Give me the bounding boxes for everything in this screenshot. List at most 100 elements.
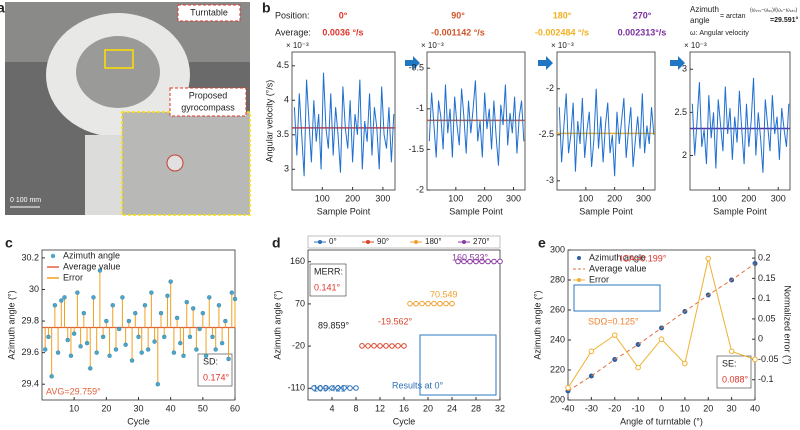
y-tick-label: 30.2: [21, 252, 39, 262]
y2-tick-label: 0: [758, 334, 763, 344]
point: [635, 364, 641, 371]
y-tick-label: -0.5: [408, 63, 424, 73]
formula: = arctan: [720, 13, 746, 20]
point: [479, 258, 485, 265]
point: [226, 356, 231, 362]
legend-label: 270°: [473, 237, 490, 246]
point: [197, 326, 202, 332]
y-tick-label: 220: [550, 364, 565, 374]
y-tick-label: 3.5: [276, 129, 289, 139]
point: [187, 334, 193, 340]
point: [467, 258, 473, 265]
point: [365, 343, 371, 349]
point: [139, 350, 144, 355]
point: [104, 318, 109, 324]
x-tick-label: -10: [632, 403, 645, 413]
point: [232, 296, 238, 302]
annotation: 0.141°: [314, 282, 341, 292]
point: [168, 279, 173, 284]
average-label: -0.001142 °/s: [431, 27, 485, 37]
point: [497, 258, 503, 265]
point: [419, 300, 425, 307]
series-line: [428, 80, 525, 166]
x-tick-label: 10: [69, 403, 79, 413]
annotation: SE:: [722, 358, 737, 368]
x-tick-label: 0: [659, 403, 664, 413]
point: [84, 340, 90, 346]
axis-multiplier: × 10⁻³: [421, 41, 444, 50]
x-tick-label: 12: [375, 403, 385, 413]
point: [107, 353, 112, 358]
legend-label: Average value: [63, 261, 120, 271]
point: [565, 385, 571, 391]
x-tick-label: 200: [607, 193, 622, 203]
arrow: [670, 56, 685, 70]
annotation: 160.533°: [452, 252, 489, 262]
annotation-box: [197, 353, 233, 387]
axis-multiplier: × 10⁻³: [684, 41, 707, 50]
point: [75, 290, 80, 295]
point: [65, 337, 70, 343]
series-line: [293, 72, 395, 177]
point: [359, 343, 365, 349]
point: [152, 339, 157, 344]
inset-photo: [121, 111, 251, 216]
y-tick-label: -20: [292, 340, 305, 350]
chart: 10 20 30 40 50 60 29.4 29.6 29.8 30 30.2 Cycle Azimu…: [5, 235, 240, 427]
x-tick-label: 300: [375, 193, 390, 203]
x-tick-label: 30: [727, 403, 737, 413]
legend-label: 180°: [425, 237, 442, 246]
y-tick-label: 260: [550, 304, 565, 314]
y2-axis-label: Normalized error (°): [783, 285, 793, 364]
point: [52, 303, 58, 308]
x-axis-label: Sample Point: [317, 206, 371, 216]
point: [437, 300, 443, 307]
point: [229, 290, 234, 295]
highlight: [104, 49, 134, 69]
y-tick-label: 160: [290, 256, 305, 266]
x-tick-label: 24: [447, 403, 457, 413]
point: [323, 385, 329, 391]
point: [473, 258, 479, 265]
panel-label: b: [262, 0, 271, 16]
point: [317, 385, 323, 391]
x-tick-label: 200: [345, 193, 360, 203]
x-tick-label: 300: [636, 193, 651, 203]
point: [658, 336, 665, 342]
point: [311, 385, 317, 391]
x-tick-label: 200: [741, 193, 756, 203]
x-tick-label: 4: [329, 403, 334, 413]
y2-tick-label: 0.2: [758, 252, 771, 262]
formula: (ω₂₇₀−ω₉₀)/(ω₀−ω₁₈₀): [750, 7, 798, 13]
photo: Turntable Proposed gyrocompass 0 100 mm …: [0, 0, 251, 216]
point: [133, 310, 138, 316]
point: [194, 347, 199, 352]
plot-frame: [291, 51, 396, 191]
panel-label: a: [0, 0, 5, 16]
average-label: -0.002484 °/s: [535, 27, 589, 37]
x-tick-label: 200: [477, 193, 492, 203]
legend-box: [307, 235, 501, 249]
x-tick-label: -30: [585, 403, 598, 413]
point: [184, 299, 189, 305]
turntable-inner: [76, 36, 160, 108]
chart: 4 8 12 16 20 24 28 32 -110 -20 70 160 Cycle Azimuth a…: [272, 235, 505, 427]
y2-tick-label: 0.05: [758, 313, 776, 323]
axis-multiplier: × 10⁻³: [551, 41, 574, 50]
x-tick-label: -40: [561, 403, 574, 413]
y2-tick-label: 0.15: [758, 273, 776, 283]
y2-tick-label: -0.1: [758, 374, 774, 384]
y-tick-label: 2: [682, 150, 687, 160]
gyrocompass: [166, 154, 184, 172]
x-tick-label: 20: [101, 403, 111, 413]
x-tick-label: 50: [198, 403, 208, 413]
x-tick-label: 100: [712, 193, 727, 203]
panel-label: d: [272, 235, 281, 251]
point: [181, 353, 186, 358]
legend-label: 0°: [329, 237, 337, 246]
point: [449, 300, 455, 307]
annotation: Results at 0°: [392, 380, 444, 390]
point: [455, 258, 461, 265]
x-axis-label: Sample Point: [713, 206, 767, 216]
point: [190, 306, 196, 311]
